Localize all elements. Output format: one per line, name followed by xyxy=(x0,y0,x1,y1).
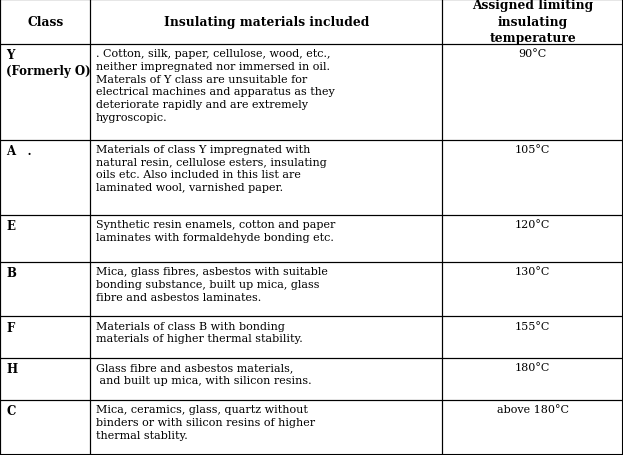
Text: Materials of class Y impregnated with
natural resin, cellulose esters, insulatin: Materials of class Y impregnated with na… xyxy=(96,144,326,193)
Text: 130°C: 130°C xyxy=(515,267,550,276)
Bar xyxy=(442,140,623,216)
Text: above 180°C: above 180°C xyxy=(497,404,569,414)
Text: . Cotton, silk, paper, cellulose, wood, etc.,
neither impregnated nor immersed i: . Cotton, silk, paper, cellulose, wood, … xyxy=(96,49,335,123)
Text: Materials of class B with bonding
materials of higher thermal stability.: Materials of class B with bonding materi… xyxy=(96,321,303,344)
Text: E: E xyxy=(6,220,15,233)
Bar xyxy=(442,45,623,140)
Text: Mica, glass fibres, asbestos with suitable
bonding substance, built up mica, gla: Mica, glass fibres, asbestos with suitab… xyxy=(96,267,328,302)
Bar xyxy=(442,263,623,317)
Bar xyxy=(442,400,623,455)
Text: 120°C: 120°C xyxy=(515,220,550,230)
Bar xyxy=(442,216,623,263)
Bar xyxy=(0,263,90,317)
Bar xyxy=(442,317,623,359)
Bar xyxy=(0,45,90,140)
Bar xyxy=(0,216,90,263)
Text: B: B xyxy=(6,267,16,279)
Bar xyxy=(90,140,442,216)
Text: A   .: A . xyxy=(6,144,32,157)
Bar xyxy=(0,400,90,455)
Bar xyxy=(90,400,442,455)
Text: Y
(Formerly O): Y (Formerly O) xyxy=(6,49,91,78)
Bar xyxy=(90,359,442,400)
Text: C: C xyxy=(6,404,16,417)
Text: Synthetic resin enamels, cotton and paper
laminates with formaldehyde bonding et: Synthetic resin enamels, cotton and pape… xyxy=(96,220,335,243)
Bar xyxy=(90,45,442,140)
Text: H: H xyxy=(6,363,17,375)
Bar xyxy=(442,0,623,45)
Bar xyxy=(90,317,442,359)
Bar xyxy=(0,359,90,400)
Text: F: F xyxy=(6,321,14,334)
Text: 155°C: 155°C xyxy=(515,321,550,331)
Bar xyxy=(90,263,442,317)
Bar xyxy=(0,0,90,45)
Text: 90°C: 90°C xyxy=(518,49,547,59)
Bar xyxy=(0,317,90,359)
Text: Insulating materials included: Insulating materials included xyxy=(164,16,369,29)
Text: Mica, ceramics, glass, quartz without
binders or with silicon resins of higher
t: Mica, ceramics, glass, quartz without bi… xyxy=(96,404,315,440)
Text: Class: Class xyxy=(27,16,64,29)
Bar xyxy=(90,0,442,45)
Bar xyxy=(0,140,90,216)
Text: 180°C: 180°C xyxy=(515,363,550,373)
Bar xyxy=(442,359,623,400)
Text: Assigned limiting
insulating
temperature: Assigned limiting insulating temperature xyxy=(472,0,593,46)
Text: Glass fibre and asbestos materials,
 and built up mica, with silicon resins.: Glass fibre and asbestos materials, and … xyxy=(96,363,312,385)
Text: 105°C: 105°C xyxy=(515,144,550,154)
Bar xyxy=(90,216,442,263)
